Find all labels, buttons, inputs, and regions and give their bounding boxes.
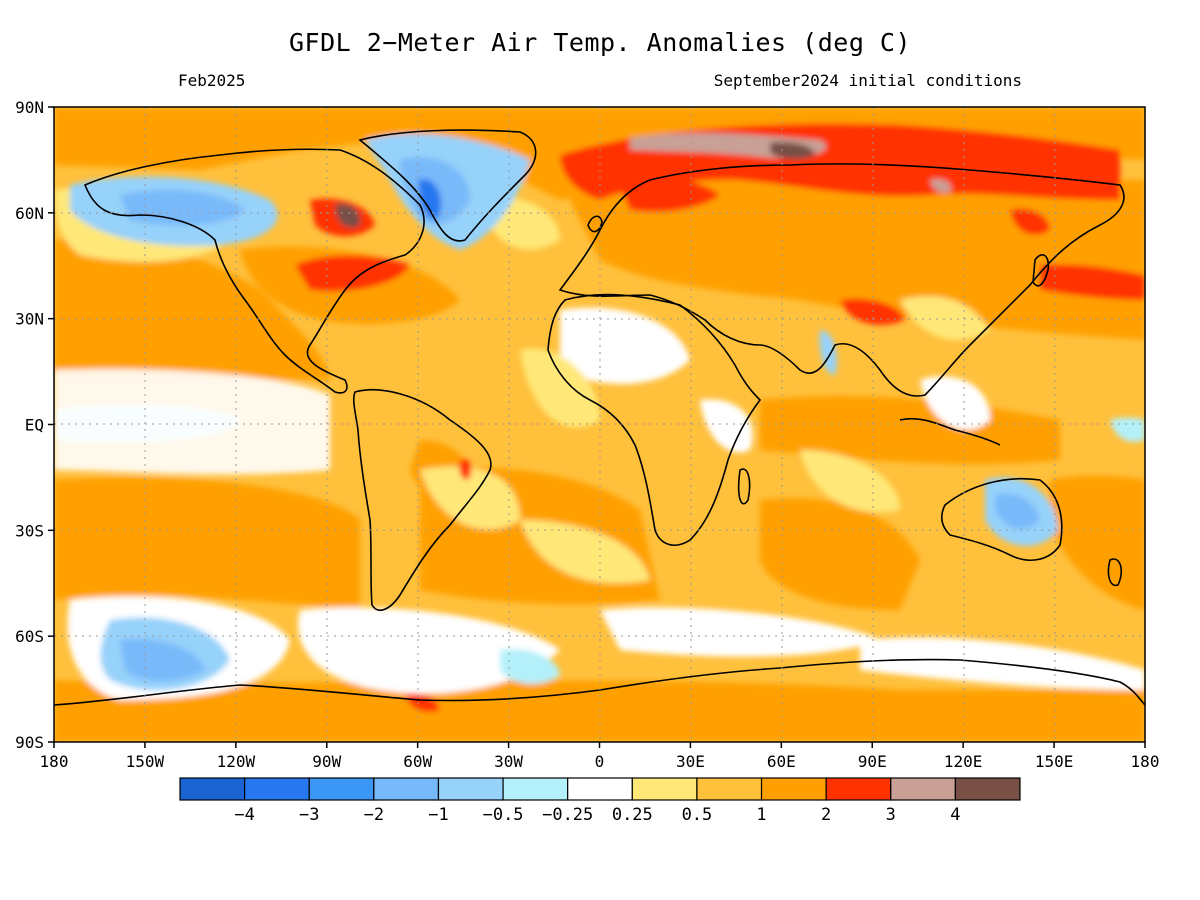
colorbar-swatch <box>308 777 375 801</box>
lat-tick-label: 30S <box>15 521 44 540</box>
colorbar-label: 0.5 <box>682 805 713 825</box>
lat-tick-label: 60S <box>15 627 44 646</box>
colorbar-label: −3 <box>299 805 319 825</box>
colorbar: −4 −3 −2 −1 −0.5 −0.25 0.25 0.5 1 2 3 4 <box>179 777 1021 825</box>
colorbar-label: 3 <box>886 805 896 825</box>
lat-tick-label: EQ <box>25 416 44 435</box>
colorbar-swatch <box>437 777 504 801</box>
colorbar-label: −0.5 <box>483 805 524 825</box>
colorbar-swatch <box>954 777 1021 801</box>
colorbar-label: 2 <box>821 805 831 825</box>
lon-tick-label: 150E <box>1035 752 1074 771</box>
latitude-axis: 90N 60N 30N EQ 30S 60S 90S <box>15 98 54 752</box>
lat-tick-label: 90S <box>15 733 44 752</box>
colorbar-swatch <box>179 777 246 801</box>
lon-tick-label: 60W <box>403 752 432 771</box>
lat-tick-label: 60N <box>15 204 44 223</box>
colorbar-label: −2 <box>364 805 384 825</box>
colorbar-swatch <box>502 777 569 801</box>
colorbar-swatch <box>825 777 892 801</box>
colorbar-swatch <box>244 777 310 801</box>
colorbar-swatch <box>760 777 827 801</box>
colorbar-label: 1 <box>756 805 766 825</box>
colorbar-swatch <box>373 777 440 801</box>
colorbar-label: −4 <box>234 805 254 825</box>
colorbar-swatch <box>567 777 633 801</box>
colorbar-label: −0.25 <box>542 805 593 825</box>
colorbar-label: 4 <box>950 805 960 825</box>
lon-tick-label: 180 <box>1131 752 1160 771</box>
map-title: GFDL 2−Meter Air Temp. Anomalies (deg C) <box>288 28 912 57</box>
colorbar-label: −1 <box>428 805 448 825</box>
lon-tick-label: 120W <box>217 752 256 771</box>
lon-tick-label: 90W <box>312 752 341 771</box>
longitude-axis: 180 150W 120W 90W 60W 30W 0 30E 60E 90E 120E 150E 18… <box>40 742 1160 771</box>
coastlines <box>54 129 1145 706</box>
lon-tick-label: 30W <box>494 752 523 771</box>
colorbar-swatch <box>890 777 956 801</box>
graticule <box>54 107 1145 742</box>
lon-tick-label: 0 <box>595 752 605 771</box>
field-blobs <box>54 108 1145 742</box>
initial-conditions-label: September2024 initial conditions <box>713 71 1022 90</box>
lon-tick-label: 150W <box>126 752 165 771</box>
map-field <box>54 107 1145 742</box>
lon-tick-label: 30E <box>676 752 705 771</box>
colorbar-swatch <box>696 777 763 801</box>
lat-tick-label: 90N <box>15 98 44 117</box>
lat-tick-label: 30N <box>15 310 44 329</box>
colorbar-label: 0.25 <box>612 805 653 825</box>
lon-tick-label: 90E <box>858 752 887 771</box>
lon-tick-label: 180 <box>40 752 69 771</box>
valid-month-label: Feb2025 <box>178 71 246 90</box>
lon-tick-label: 120E <box>944 752 983 771</box>
lon-tick-label: 60E <box>767 752 796 771</box>
colorbar-swatch <box>631 777 698 801</box>
